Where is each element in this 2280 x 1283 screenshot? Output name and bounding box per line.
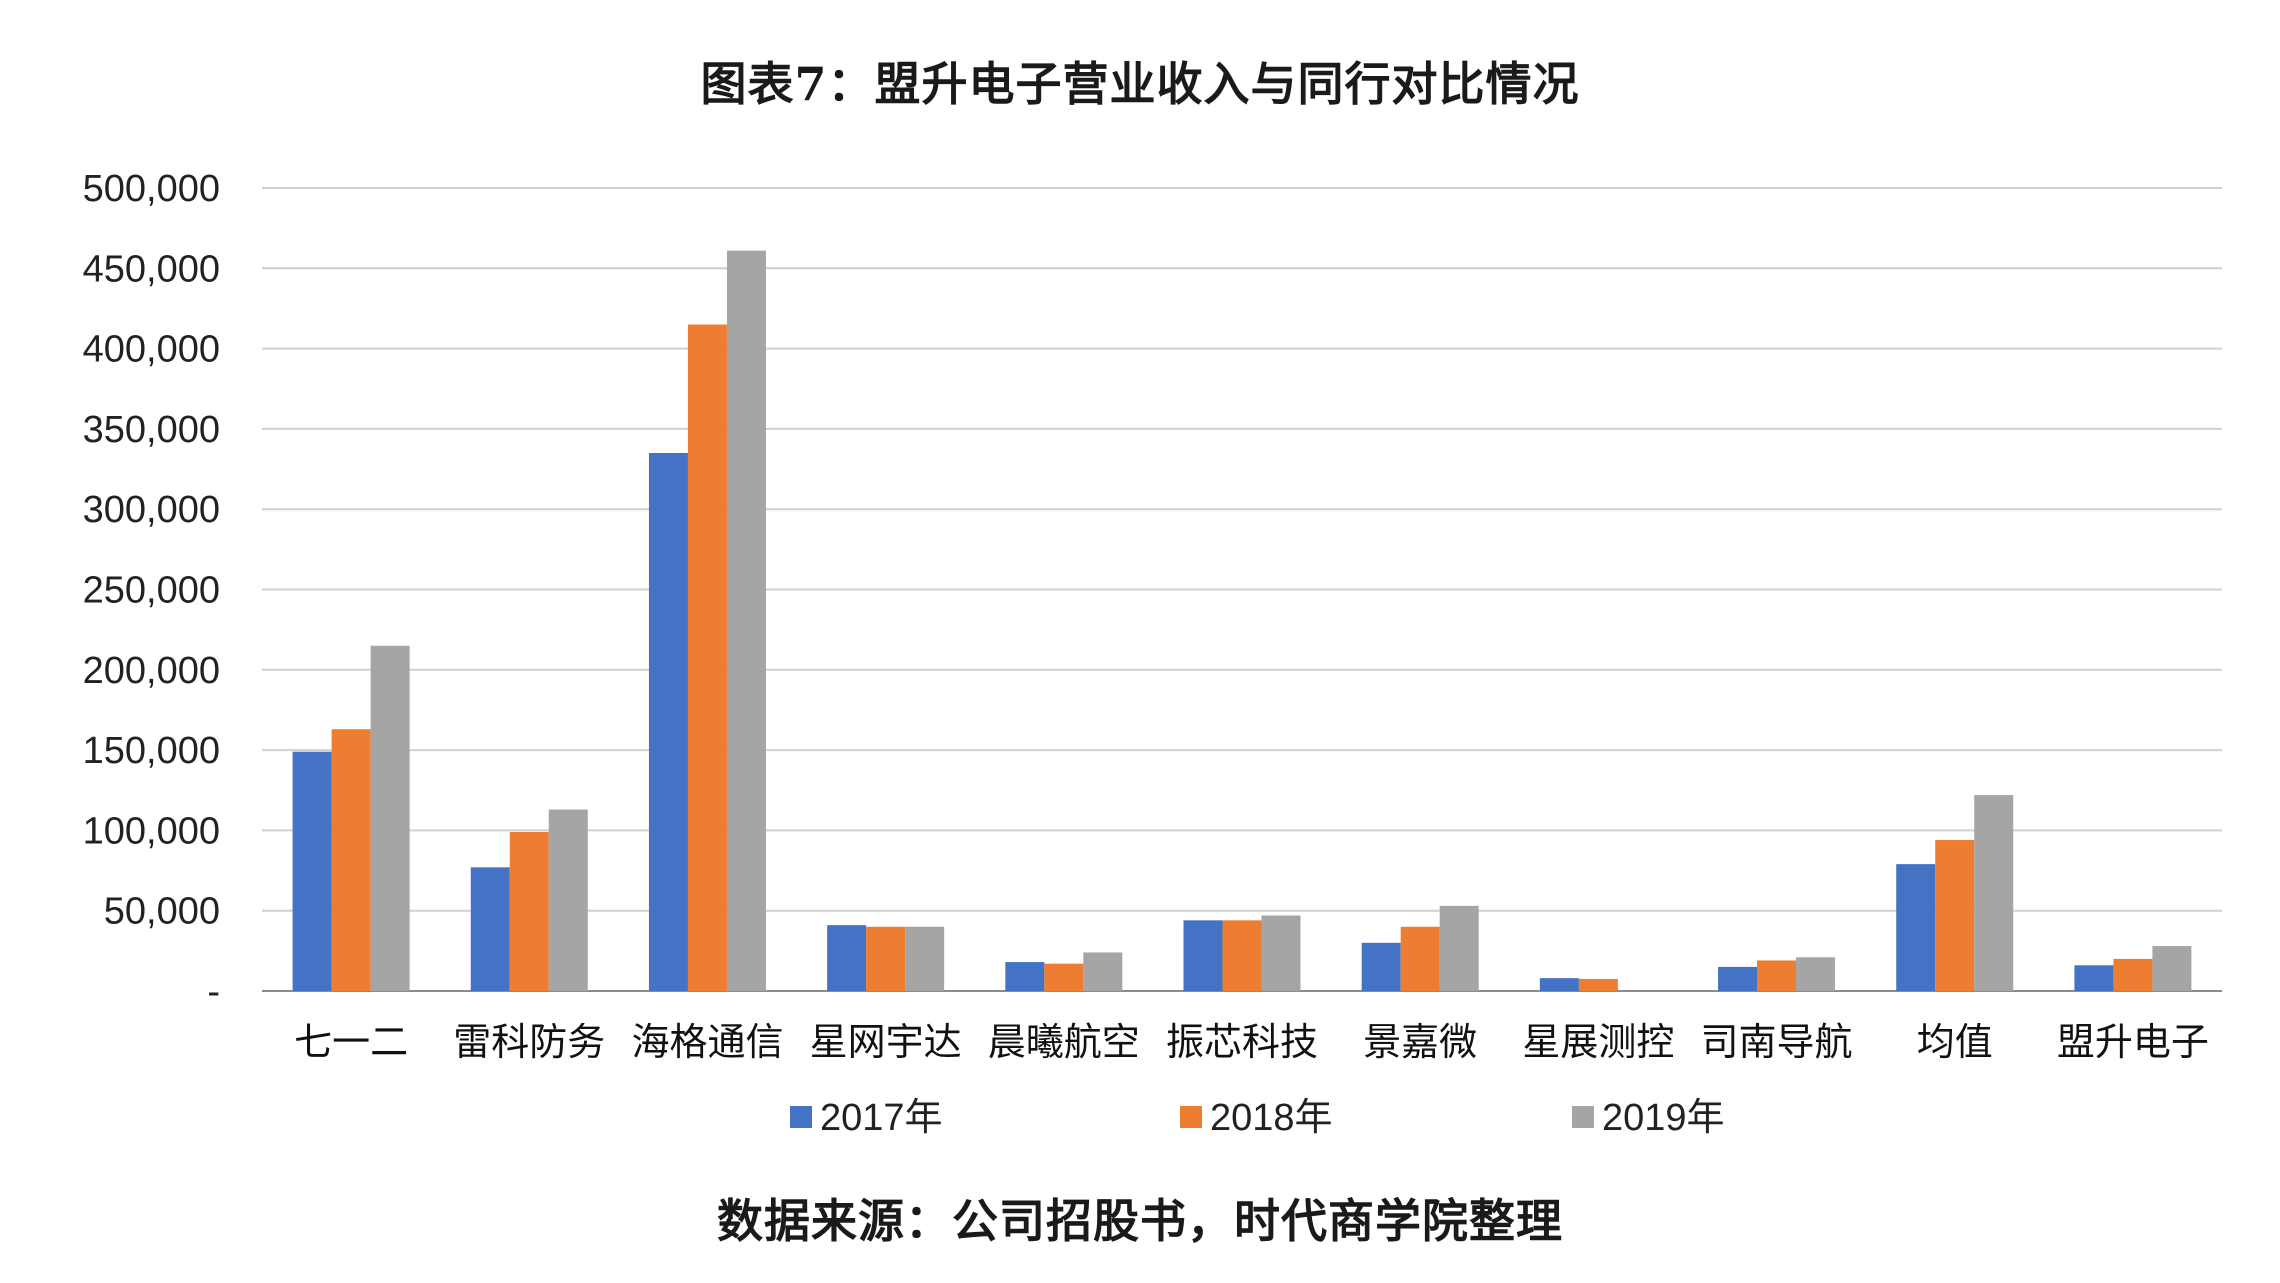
y-tick-label: 200,000 — [83, 650, 220, 692]
bars — [292, 250, 2192, 991]
x-tick-label: 星展测控 — [1522, 1020, 1674, 1064]
bar — [292, 751, 332, 991]
y-tick-label: 50,000 — [104, 891, 220, 933]
x-tick-label: 景嘉微 — [1363, 1020, 1477, 1064]
chart-title: 图表7：盟升电子营业收入与同行对比情况 — [700, 57, 1580, 111]
bar — [866, 926, 906, 991]
bar — [1083, 952, 1123, 991]
bar — [1044, 963, 1084, 991]
y-tick-label: 400,000 — [83, 329, 220, 371]
legend-swatch — [1180, 1106, 1202, 1128]
bar — [470, 867, 510, 991]
x-tick-label: 晨曦航空 — [988, 1020, 1140, 1064]
x-tick-label: 盟升电子 — [2057, 1020, 2209, 1064]
x-tick-label: 七一二 — [294, 1020, 408, 1064]
bar — [1896, 864, 1936, 991]
x-tick-label: 均值 — [1917, 1020, 1993, 1064]
y-tick-label: 500,000 — [83, 168, 220, 210]
y-tick-label: 300,000 — [83, 489, 220, 531]
source-note: 数据来源：公司招股书，时代商学院整理 — [717, 1194, 1563, 1248]
y-tick-label: 150,000 — [83, 730, 220, 772]
bar — [1439, 905, 1479, 991]
bar — [1796, 957, 1836, 991]
bar — [1757, 960, 1797, 991]
legend: 2017年 2018年 2019年 — [790, 1097, 1725, 1139]
x-axis: 七一二 雷科防务 海格通信 星网宇达 晨曦航空 振芯科技 景嘉微 星展测控 司南导航 均值 盟升电子 — [294, 1020, 2209, 1064]
legend-swatch — [790, 1106, 812, 1128]
bar — [2113, 958, 2153, 991]
bar — [1718, 966, 1758, 991]
y-axis: - 50,000 100,000 150,000 200,000 250,000 300,0… — [83, 168, 220, 1013]
x-tick-label: 海格通信 — [631, 1020, 783, 1064]
bar — [827, 925, 867, 991]
bar — [1183, 920, 1223, 991]
bar — [2074, 965, 2114, 991]
x-tick-label: 雷科防务 — [453, 1020, 605, 1064]
bar — [509, 832, 549, 991]
bar — [1578, 978, 1618, 991]
bar — [1935, 840, 1975, 991]
bar — [1539, 978, 1579, 991]
x-tick-label: 司南导航 — [1701, 1020, 1853, 1064]
bar — [548, 809, 588, 991]
legend-label: 2017年 — [820, 1097, 943, 1139]
y-tick-label: 450,000 — [83, 248, 220, 290]
bar — [648, 452, 688, 991]
bar — [687, 324, 727, 991]
bar — [2152, 946, 2192, 991]
legend-label: 2019年 — [1602, 1097, 1725, 1139]
gridlines — [262, 187, 2222, 992]
bar — [331, 729, 371, 991]
bar — [1005, 962, 1045, 991]
y-tick-label: 250,000 — [83, 570, 220, 612]
bar — [1974, 795, 2014, 991]
x-tick-label: 星网宇达 — [810, 1020, 962, 1064]
bar — [905, 926, 945, 991]
bar — [1261, 915, 1301, 991]
bar — [726, 250, 766, 991]
legend-label: 2018年 — [1210, 1097, 1333, 1139]
y-tick-label: 100,000 — [83, 810, 220, 852]
x-tick-label: 振芯科技 — [1166, 1020, 1318, 1064]
bar — [370, 645, 410, 991]
y-tick-label: - — [207, 971, 220, 1013]
bar — [1361, 942, 1401, 991]
bar — [1222, 920, 1262, 991]
bar — [1400, 926, 1440, 991]
y-tick-label: 350,000 — [83, 409, 220, 451]
legend-swatch — [1572, 1106, 1594, 1128]
